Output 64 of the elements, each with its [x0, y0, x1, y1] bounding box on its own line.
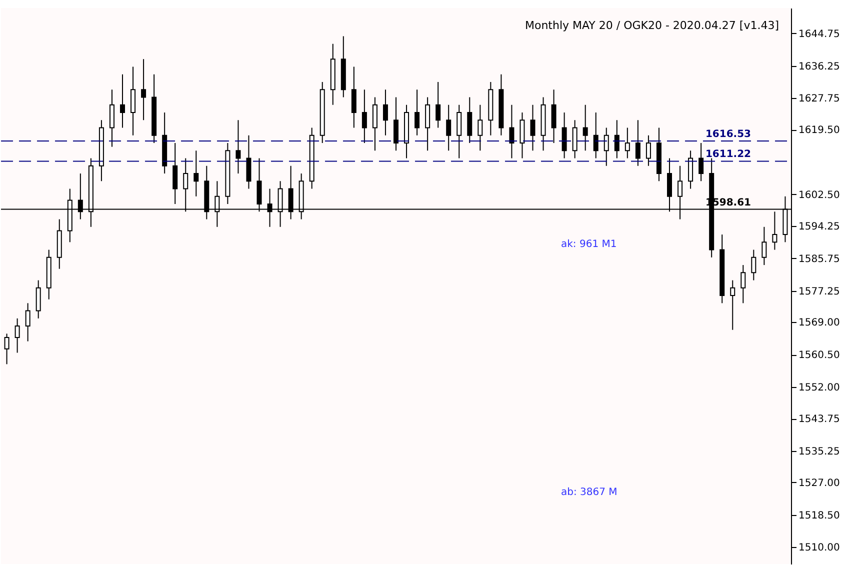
- ref-line-label: 1616.53: [705, 128, 752, 140]
- candlestick: [593, 112, 598, 159]
- candlestick: [530, 104, 536, 152]
- y-tick-label: 1510.00: [798, 542, 840, 554]
- candlestick: [14, 318, 20, 354]
- candlestick: [520, 112, 525, 159]
- candlestick: [120, 74, 125, 128]
- candlestick: [740, 264, 746, 304]
- candlestick: [467, 96, 472, 144]
- candlestick: [25, 302, 30, 342]
- candlestick: [351, 66, 356, 128]
- candlestick: [688, 150, 694, 190]
- candlestick: [730, 280, 736, 330]
- candlestick: [425, 96, 430, 152]
- y-tick-label: 1594.25: [798, 221, 840, 232]
- annotation: Monthly MAY 20 / OGK20 - 2020.04.27 [v1.43]: [524, 19, 779, 32]
- ref-line-label: 1611.22: [705, 149, 752, 160]
- candlestick: [582, 104, 588, 152]
- candlestick: [509, 104, 514, 159]
- y-tick-label: 1560.50: [798, 350, 840, 362]
- candlestick: [236, 120, 241, 174]
- y-tick-label: 1627.75: [798, 94, 840, 105]
- y-tick-label: 1619.50: [798, 125, 840, 136]
- candlestick: [172, 142, 178, 205]
- candlestick: [394, 96, 398, 152]
- annotation: ab: 3867 M: [561, 487, 618, 498]
- y-tick-label: 1569.00: [798, 318, 840, 329]
- candlestick: [751, 249, 756, 281]
- candlestick: [4, 333, 10, 365]
- candlestick: [36, 280, 41, 319]
- candlestick: [194, 150, 199, 197]
- candlestick: [562, 112, 567, 159]
- candlestick: [436, 81, 441, 128]
- candlestick: [614, 120, 620, 159]
- candlestick: [456, 104, 462, 159]
- candlestick: [551, 89, 556, 144]
- y-tick-label: 1577.25: [798, 286, 840, 298]
- y-tick-label: 1636.25: [798, 61, 840, 72]
- y-tick-label: 1518.50: [798, 510, 840, 522]
- candlestick: [446, 104, 452, 152]
- candlestick: [698, 142, 704, 182]
- y-tick-label: 1543.75: [798, 414, 840, 426]
- candlestick: [478, 104, 483, 152]
- candlestick: [382, 89, 388, 136]
- annotation: ak: 961 M1: [561, 239, 617, 250]
- candlestick: [130, 66, 136, 136]
- candlestick: [414, 89, 420, 136]
- candlestick: [624, 127, 630, 159]
- candlestick: [646, 134, 651, 166]
- y-tick-label: 1602.50: [798, 190, 840, 201]
- candlestick: [572, 120, 578, 159]
- candlestick: [109, 89, 114, 148]
- y-tick-label: 1535.25: [798, 446, 840, 458]
- y-tick-label: 1527.00: [798, 478, 840, 489]
- candlestick: [762, 226, 767, 266]
- candlestick: [141, 58, 146, 121]
- y-tick-label: 1644.75: [798, 28, 840, 40]
- candlestick: [246, 134, 252, 190]
- candlestick: [372, 96, 378, 152]
- y-tick-label: 1585.75: [798, 254, 840, 265]
- y-tick-label: 1552.00: [798, 382, 840, 394]
- candlestick: [362, 89, 367, 144]
- candlestick: [635, 120, 640, 166]
- candlestick: [604, 127, 609, 166]
